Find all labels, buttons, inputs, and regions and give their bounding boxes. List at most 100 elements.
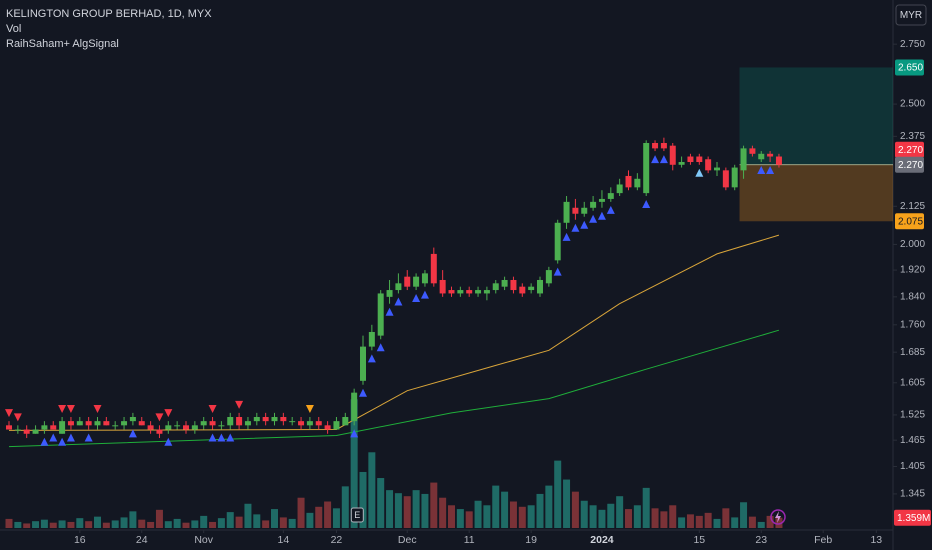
currency-label[interactable]: MYR <box>900 10 922 21</box>
volume-bar <box>439 497 447 528</box>
candle-body <box>342 416 349 426</box>
candle-body <box>85 421 92 426</box>
volume-bar <box>262 520 270 528</box>
candle-body <box>32 429 39 434</box>
target-zone <box>739 67 893 165</box>
volume-bar <box>288 518 296 528</box>
volume-bar <box>501 491 509 528</box>
volume-bar <box>341 486 349 528</box>
currency-button[interactable] <box>895 4 927 26</box>
x-tick-label: 13 <box>870 534 882 546</box>
candle-body <box>439 279 446 294</box>
volume-bar <box>332 508 340 528</box>
candle-body <box>413 276 420 287</box>
volume-bar <box>394 493 402 528</box>
candle-body <box>696 156 703 163</box>
volume-bar <box>368 452 376 528</box>
candle-body <box>545 270 552 284</box>
volume-bar <box>377 478 385 528</box>
volume-bar <box>14 521 22 528</box>
candle-body <box>67 421 74 426</box>
y-tick-label: 2.750 <box>900 39 925 50</box>
buy-signal <box>217 433 226 442</box>
volume-bar <box>722 508 730 528</box>
candle-body <box>705 159 712 171</box>
volume-bar <box>430 482 438 528</box>
candle-body <box>669 145 676 165</box>
candle-body <box>554 222 561 261</box>
volume-bar <box>173 518 181 528</box>
sell-signal <box>66 404 75 413</box>
candle-body <box>607 193 614 199</box>
buy-signal <box>84 433 93 442</box>
y-tick-label: 1.760 <box>900 319 925 330</box>
sell-signal <box>208 404 217 413</box>
candle-body <box>218 425 225 427</box>
alert-icon[interactable] <box>770 509 786 525</box>
candle-body <box>324 425 331 430</box>
x-tick-label: 2024 <box>590 534 614 546</box>
volume-bar <box>217 518 225 528</box>
candle-body <box>315 421 322 426</box>
candle-body <box>448 290 455 294</box>
volume-bar <box>350 399 358 528</box>
candle-body <box>598 198 605 202</box>
volume-bar <box>757 521 765 528</box>
candle-body <box>678 162 685 165</box>
candle-body <box>660 142 667 149</box>
candle-body <box>519 286 526 294</box>
volume-bar <box>138 519 146 528</box>
x-tick-label: Feb <box>814 534 832 546</box>
candle-body <box>280 416 287 422</box>
volume-bar <box>598 509 606 528</box>
volume-bar <box>704 512 712 528</box>
candle-body <box>510 279 517 291</box>
volume-bar <box>253 514 261 528</box>
volume-bar <box>580 500 588 528</box>
candle-body <box>174 425 181 427</box>
candle-body <box>466 290 473 294</box>
volume-bar <box>49 522 57 528</box>
y-tick-label: 1.345 <box>900 489 925 500</box>
candle-body <box>731 167 738 188</box>
y-tick-label: 1.685 <box>900 347 925 358</box>
x-tick-label: 14 <box>278 534 290 546</box>
alert-circle[interactable] <box>770 509 786 525</box>
volume-bar <box>642 487 650 528</box>
buy-signal <box>553 267 562 276</box>
volume-bar <box>509 501 517 528</box>
sell-signal <box>235 400 244 409</box>
candle-body <box>351 392 358 422</box>
volume-bar <box>58 520 66 528</box>
volume-bar <box>120 517 128 528</box>
sell-signal <box>155 413 164 422</box>
sell-signal <box>13 413 22 422</box>
volume-bar <box>412 490 420 528</box>
candle-body <box>209 421 216 426</box>
candle-body <box>714 167 720 171</box>
volume-bar <box>669 505 677 528</box>
volume-bar <box>456 509 464 528</box>
alert-bolt[interactable] <box>775 511 781 523</box>
candle-body <box>475 290 482 294</box>
sell-signal <box>305 404 314 413</box>
candle-body <box>200 421 207 426</box>
candle-body <box>457 290 464 294</box>
volume-bar <box>748 516 756 528</box>
sell-signal <box>164 409 173 418</box>
volume-bar <box>359 471 367 528</box>
candle-body <box>501 279 508 287</box>
entry-price-label: 2.270 <box>898 160 923 171</box>
y-tick-label: 2.000 <box>900 239 925 250</box>
volume-bar <box>23 523 31 528</box>
volume-bar <box>155 509 163 528</box>
volume-bar <box>200 515 208 528</box>
candle-body <box>377 293 384 336</box>
volume-bar <box>164 521 172 528</box>
candle-body <box>421 273 428 284</box>
volume-bar <box>571 491 579 528</box>
volume-bar <box>32 521 40 528</box>
candle-body <box>76 421 83 426</box>
candle-body <box>138 421 145 426</box>
volume-bar <box>279 517 287 528</box>
